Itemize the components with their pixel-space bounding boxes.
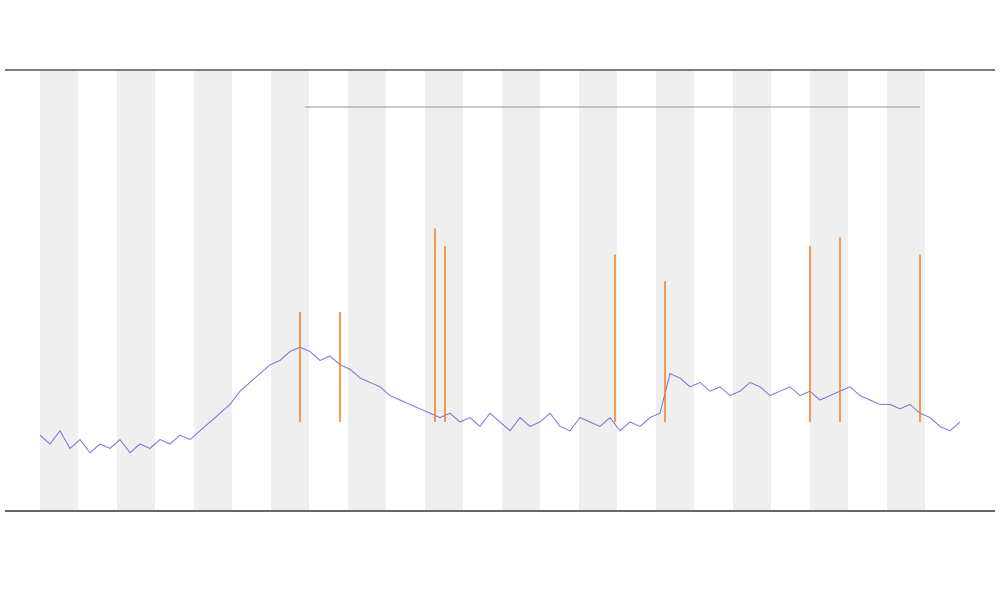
- band: [40, 70, 78, 510]
- background-bands: [40, 70, 925, 510]
- band: [117, 70, 155, 510]
- series-line: [39, 346, 961, 454]
- band: [425, 70, 463, 510]
- band: [194, 70, 232, 510]
- band: [579, 70, 617, 510]
- band: [656, 70, 694, 510]
- band: [810, 70, 848, 510]
- band: [887, 70, 925, 510]
- band: [502, 70, 540, 510]
- band: [271, 70, 309, 510]
- band: [733, 70, 771, 510]
- band: [348, 70, 386, 510]
